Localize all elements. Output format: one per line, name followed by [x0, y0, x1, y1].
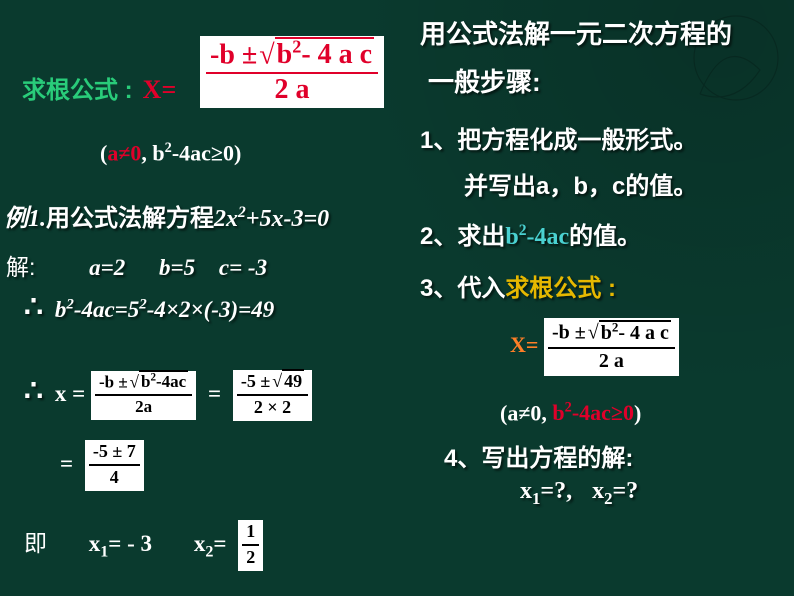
final-label: 即 — [24, 530, 47, 556]
step2-rest: -4ac — [527, 224, 570, 250]
cond-mid: , — [141, 140, 152, 165]
step1-line2: 并写出a，b，c的值。 — [464, 166, 697, 201]
x-label: x = — [55, 381, 85, 406]
sf-pm: ± — [575, 322, 586, 344]
example-eq-rest: +5x-3=0 — [246, 206, 329, 232]
ans-x1: x — [520, 478, 532, 504]
quadratic-formula-main: -b ±√b2- 4 a c 2 a — [200, 36, 384, 108]
step3-prefix: 代入 — [457, 275, 505, 302]
sf-rest: - 4 a c — [618, 322, 669, 344]
eq1: = — [208, 381, 221, 406]
ans-x2: x — [592, 478, 604, 504]
x2-eq: = — [213, 531, 226, 556]
rcond-b-exp: 2 — [565, 400, 572, 416]
rcond-b: b — [552, 400, 564, 425]
cond-close: ) — [234, 140, 241, 165]
f2-num-a: -5 ± — [241, 371, 270, 391]
example-eq-exp: 2 — [238, 204, 246, 221]
cond-b: b — [152, 140, 164, 165]
half-num: 1 — [242, 521, 259, 544]
step4-no: 4、 — [444, 445, 481, 472]
step2-exp: 2 — [519, 222, 527, 239]
sqrt-b: b — [277, 39, 293, 70]
c-val: c= -3 — [219, 255, 267, 280]
step3-no: 3、 — [420, 275, 457, 302]
f3-num: -5 ± 7 — [89, 441, 140, 464]
f3-den: 4 — [89, 464, 140, 488]
disc-therefore: ∴ — [24, 291, 43, 324]
right-header-2: 一般步骤: — [428, 62, 541, 99]
sqrt-rest: - 4 a c — [301, 39, 372, 70]
sf-b: b — [601, 322, 612, 344]
sf-minus-b: -b — [552, 322, 570, 344]
example-label: 例1. — [4, 206, 46, 232]
x-equals: X= — [143, 75, 177, 104]
step2-prefix: 求出 — [457, 223, 505, 250]
cond-b-exp: 2 — [165, 140, 172, 156]
formula-title: 求根公式 : — [22, 77, 133, 104]
example-eq: 2x — [214, 206, 238, 232]
num-pm: ± — [242, 39, 257, 70]
disc-exp2: 2 — [139, 296, 146, 312]
b-val: b=5 — [159, 255, 195, 280]
step1-no: 1、 — [420, 127, 457, 154]
step4-text: 写出方程的解: — [481, 445, 633, 472]
rcond-a: a≠0 — [507, 400, 541, 425]
x1-x: x — [89, 531, 101, 556]
step1-text: 把方程化成一般形式。 — [457, 127, 697, 154]
disc-b: b — [55, 297, 67, 322]
x1-val: = - 3 — [108, 531, 152, 556]
frac-general: -b ±√b2-4ac2a — [91, 371, 196, 421]
sf-den: 2 a — [548, 347, 675, 373]
example-text: 用公式法解方程 — [46, 205, 214, 232]
frac-substituted: -5 ±√492 × 2 — [233, 370, 312, 421]
step2-b: b — [505, 224, 518, 250]
sqrt-exp: 2 — [292, 37, 301, 57]
quadratic-formula-small: -b ±√b2- 4 a c 2 a — [544, 318, 679, 376]
disc-exp: 2 — [66, 296, 73, 312]
a-val: a=2 — [89, 255, 125, 280]
rcond-close: ) — [634, 400, 641, 425]
frac-half: 12 — [238, 520, 263, 571]
half-den: 2 — [242, 544, 259, 568]
step2-suffix: 的值。 — [569, 223, 641, 250]
step3-x: X= — [510, 332, 538, 357]
rcond-mid: , — [541, 400, 552, 425]
x2-x: x — [194, 531, 206, 556]
f2-den: 2 × 2 — [237, 394, 308, 418]
x-therefore: ∴ — [24, 375, 43, 408]
num-minus-b: -b — [210, 39, 235, 70]
formula-den: 2 a — [206, 72, 378, 104]
f2-sqrt: 49 — [282, 369, 304, 391]
cond-a: a≠0 — [107, 140, 141, 165]
rcond-b-rest: -4ac≥0 — [572, 400, 634, 425]
ans-x1-rest: =?, — [540, 478, 572, 504]
frac-simplified: -5 ± 74 — [85, 440, 144, 491]
disc-rest: -4ac=5 — [74, 297, 139, 322]
solve-label: 解: — [6, 254, 35, 280]
step2-no: 2、 — [420, 223, 457, 250]
eq2: = — [60, 451, 73, 476]
cond-b-rest: -4ac≥0 — [172, 140, 234, 165]
disc-rest2: -4×2×(-3)=49 — [147, 297, 274, 322]
right-header-1: 用公式法解一元二次方程的 — [420, 14, 732, 51]
ans-x2-rest: =? — [612, 478, 638, 504]
step3-title: 求根公式 : — [505, 275, 616, 302]
